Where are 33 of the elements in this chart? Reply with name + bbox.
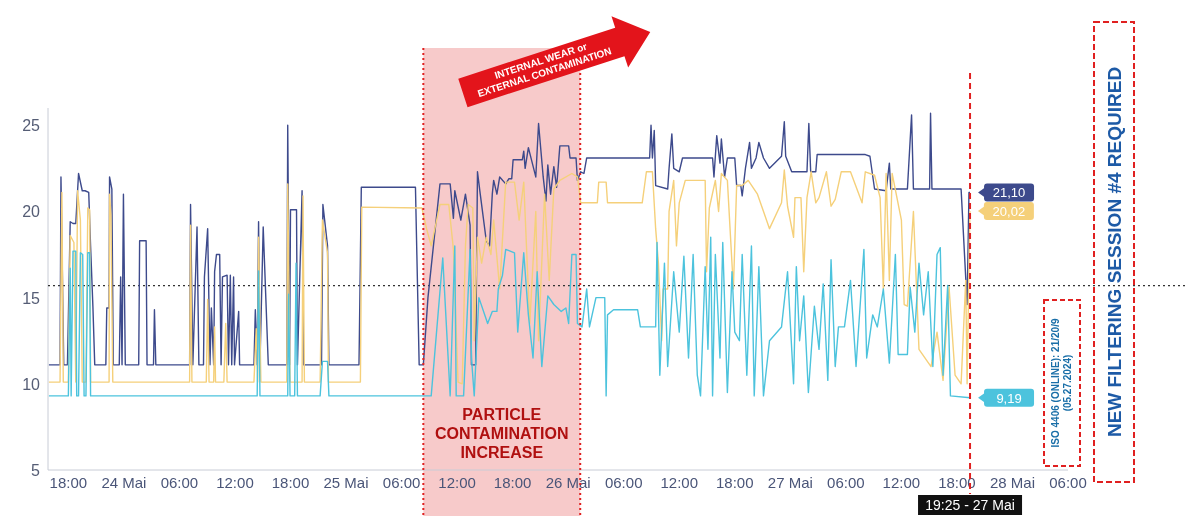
x-tick-label: 06:00 (604, 474, 643, 491)
y-tick-label: 20 (22, 203, 41, 221)
annotation: 9,19 (996, 390, 1022, 406)
annotation: 21,10 (992, 185, 1026, 201)
y-tick-label: 5 (31, 462, 41, 479)
line-series (48, 169, 971, 385)
x-tick-label: 12:00 (438, 474, 476, 491)
x-tick-label: 25 Mai (323, 474, 369, 491)
text: NEW FILTERING SESSION #4 REQUIRED (1104, 66, 1125, 438)
y-tick-label: 10 (22, 375, 41, 393)
x-tick-label: 27 Mai (767, 474, 813, 491)
x-tick-label: 18:00 (271, 474, 310, 491)
x-tick-label: 18:00 (493, 474, 532, 491)
x-tick-label: 18:00 (938, 474, 976, 491)
x-tick-label: 18:00 (716, 474, 754, 491)
y-tick-label: 25 (22, 117, 41, 135)
x-tick-label: 24 Mai (101, 474, 147, 491)
x-tick-label: 18:00 (49, 474, 88, 491)
x-tick-label: 06:00 (827, 474, 865, 491)
line-series (48, 236, 971, 399)
annotation: ISO 4406 (ONLINE): 21/20/9 (05.27.2024) (1050, 318, 1073, 448)
x-tick-label: 12:00 (660, 474, 699, 491)
x-tick-label: 12:00 (882, 474, 921, 491)
x-tick-label: 06:00 (382, 474, 421, 491)
ref-line-label: 19:25 - 27 Mai (925, 497, 1015, 513)
y-tick-label: 15 (22, 289, 41, 307)
x-tick-label: 06:00 (160, 474, 199, 491)
x-tick-label: 12:00 (216, 474, 254, 491)
x-tick-label: 26 Mai (545, 474, 591, 491)
x-tick-label: 28 Mai (989, 474, 1035, 491)
annotation: 20,02 (992, 204, 1026, 220)
x-tick-label: 06:00 (1049, 474, 1087, 491)
band-label: PARTICLE CONTAMINATION INCREASE (434, 406, 569, 461)
